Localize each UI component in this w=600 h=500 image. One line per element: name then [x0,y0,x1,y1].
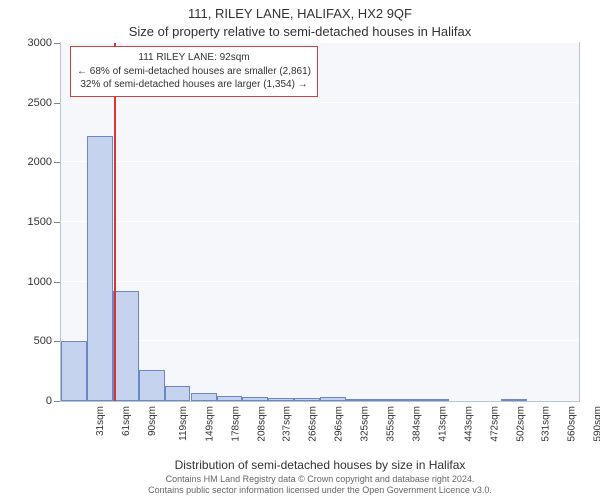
gridline [61,161,579,162]
y-tick-label: 2500 [16,97,52,109]
x-tick-label: 61sqm [121,406,132,436]
x-tick-label: 266sqm [308,406,319,442]
attribution: Contains HM Land Registry data © Crown c… [60,474,580,497]
histogram-bar [61,341,87,401]
x-tick-label: 560sqm [567,406,578,442]
gridline [61,340,579,341]
title-line2: Size of property relative to semi-detach… [0,24,600,39]
histogram-bar [217,396,243,401]
x-tick-label: 90sqm [147,406,158,436]
attribution-line2: Contains public sector information licen… [60,485,580,496]
infobox-line3: 32% of semi-detached houses are larger (… [77,78,311,92]
x-tick-label: 472sqm [489,406,500,442]
histogram-bar [165,386,191,402]
x-tick-label: 590sqm [593,406,600,442]
x-tick-label: 31sqm [95,406,106,436]
histogram-bar [139,370,165,401]
attribution-line1: Contains HM Land Registry data © Crown c… [60,474,580,485]
y-tick [54,341,60,342]
infobox-line2: ← 68% of semi-detached houses are smalle… [77,65,311,79]
gridline [61,102,579,103]
histogram-bar [320,397,346,401]
y-tick-label: 500 [16,335,52,347]
property-infobox: 111 RILEY LANE: 92sqm ← 68% of semi-deta… [70,46,318,97]
histogram-bar [191,393,217,401]
x-tick-label: 413sqm [437,406,448,442]
y-tick-label: 3000 [16,37,52,49]
x-tick-label: 296sqm [334,406,345,442]
histogram-bar [113,291,139,401]
y-tick [54,222,60,223]
histogram-bar [346,399,372,401]
y-tick [54,401,60,402]
title-line1: 111, RILEY LANE, HALIFAX, HX2 9QF [0,6,600,21]
y-tick [54,282,60,283]
x-axis-label: Distribution of semi-detached houses by … [60,458,580,472]
x-tick-label: 384sqm [412,406,423,442]
x-tick-label: 237sqm [282,406,293,442]
gridline [61,42,579,43]
x-tick-label: 325sqm [360,406,371,442]
histogram-bar [501,399,527,401]
y-tick-label: 1000 [16,276,52,288]
histogram-bar [424,399,450,401]
x-tick-label: 149sqm [205,406,216,442]
histogram-bar [268,398,294,401]
x-tick-label: 443sqm [464,406,475,442]
x-tick-label: 502sqm [516,406,527,442]
y-tick [54,162,60,163]
x-tick-label: 355sqm [386,406,397,442]
x-tick-label: 208sqm [257,406,268,442]
infobox-line1: 111 RILEY LANE: 92sqm [77,51,311,65]
histogram-bar [398,399,424,401]
y-tick [54,43,60,44]
histogram-bar [87,136,113,401]
y-tick-label: 2000 [16,156,52,168]
histogram-bar [372,399,398,401]
x-tick-label: 531sqm [541,406,552,442]
x-tick-label: 178sqm [230,406,241,442]
x-tick-label: 119sqm [177,406,188,441]
y-tick-label: 1500 [16,216,52,228]
gridline [61,221,579,222]
y-tick [54,103,60,104]
histogram-bar [294,398,320,401]
histogram-bar [242,397,268,401]
y-tick-label: 0 [16,395,52,407]
property-marker-line [114,43,116,401]
gridline [61,281,579,282]
